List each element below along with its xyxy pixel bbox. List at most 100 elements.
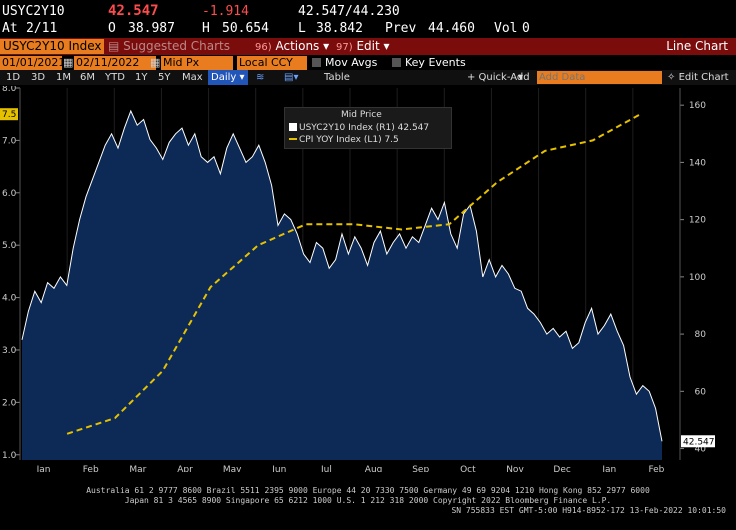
- left-tick-label: 5.0: [2, 241, 17, 251]
- edit-number: 97): [336, 42, 353, 53]
- edit-label: Edit: [356, 39, 380, 53]
- table-button[interactable]: Table: [324, 72, 350, 83]
- ticker-symbol: USYC2Y10: [2, 4, 65, 19]
- mov-avgs-checkbox[interactable]: Mov Avgs: [312, 56, 377, 70]
- right-tick-label: 80: [695, 330, 707, 340]
- price-chart[interactable]: Jan Feb Mar Apr May Jun Jul Aug Sep Oct Nov Dec Jan F…: [0, 84, 736, 487]
- cpi-last-marker: [0, 108, 18, 121]
- legend-header: Mid Price: [341, 110, 382, 120]
- actions-label: Actions: [275, 39, 320, 53]
- x-tick-label: Apr: [177, 465, 193, 472]
- chevron-down-icon: ▾: [323, 39, 330, 53]
- x-tick-label: Oct: [460, 465, 476, 472]
- price-field-select[interactable]: Mid Px: [161, 56, 233, 70]
- right-tick-label: 120: [689, 216, 706, 226]
- edit-chart-button[interactable]: ✧ Edit Chart: [667, 70, 729, 85]
- function-toolbar: USYC2Y10 Index ▤ Suggested Charts 96) Ac…: [0, 38, 736, 55]
- x-tick-label: May: [223, 465, 242, 472]
- right-tick-label: 60: [695, 387, 707, 397]
- key-events-label: Key Events: [405, 56, 466, 69]
- left-tick-label: 8.0: [2, 86, 17, 94]
- legend-series-1: USYC2Y10 Index (R1) 42.547: [289, 123, 429, 133]
- calendar-icon[interactable]: ▦: [63, 56, 74, 69]
- x-tick-label: Aug: [365, 465, 383, 472]
- suggested-charts-icon: ▤: [108, 39, 124, 53]
- chart-legend: Mid Price USYC2Y10 Index (R1) 42.547 CPI…: [284, 107, 452, 149]
- actions-button[interactable]: 96) Actions ▾: [255, 38, 329, 55]
- at-label: At: [2, 21, 18, 36]
- last-value-label: 42.547: [683, 437, 715, 447]
- edit-button[interactable]: 97) Edit ▾: [336, 38, 390, 55]
- gear-icon: ✧: [667, 72, 676, 83]
- checkbox-icon: [392, 58, 401, 67]
- period-1d[interactable]: 1D: [6, 72, 21, 83]
- footer-line-2: Japan 81 3 4565 8900 Singapore 65 6212 1…: [124, 496, 612, 505]
- frequency-select[interactable]: Daily ▾: [208, 70, 248, 85]
- period-max[interactable]: Max: [182, 72, 203, 83]
- x-tick-label: Feb: [648, 465, 664, 472]
- x-tick-label: Mar: [129, 465, 146, 472]
- chart-canvas: Jan Feb Mar Apr May Jun Jul Aug Sep Oct Nov Dec Jan F…: [0, 84, 715, 487]
- end-date-field[interactable]: 02/11/2022: [74, 56, 156, 70]
- period-5y[interactable]: 5Y: [158, 72, 171, 83]
- x-tick-label: Jun: [271, 465, 286, 472]
- x-tick-label: Jul: [320, 465, 332, 472]
- quote-date: 2/11: [26, 21, 58, 36]
- series-dash-icon: [289, 138, 297, 140]
- x-tick-label: Feb: [83, 465, 99, 472]
- quote-header: USYC2Y10 42.547 -1.914 42.547/44.230 At …: [0, 0, 736, 38]
- left-tick-label: 4.0: [2, 294, 17, 304]
- period-3d[interactable]: 3D: [31, 72, 46, 83]
- key-events-checkbox[interactable]: Key Events: [392, 56, 466, 70]
- vol-label: Vol: [494, 21, 518, 36]
- add-data-input[interactable]: [537, 71, 662, 84]
- calendar-icon[interactable]: ▦: [150, 56, 161, 69]
- period-ytd[interactable]: YTD: [105, 72, 125, 83]
- high-value: 50.654: [222, 21, 269, 36]
- currency-select[interactable]: Local CCY: [237, 56, 307, 70]
- open-label: O: [108, 21, 116, 36]
- right-tick-label: 40: [695, 445, 707, 455]
- footer: Australia 61 2 9777 8600 Brazil 5511 239…: [0, 486, 736, 530]
- period-bar: 1D 3D 1M 6M YTD 1Y 5Y Max Daily ▾ ≋ ▤▾ T…: [0, 70, 736, 85]
- suggested-charts-button[interactable]: ▤ Suggested Charts: [108, 38, 230, 55]
- x-tick-label: Nov: [506, 465, 524, 472]
- prev-label: Prev: [385, 21, 417, 36]
- left-tick-label: 1.0: [2, 451, 17, 461]
- price-change: -1.914: [202, 4, 249, 19]
- high-label: H: [202, 21, 210, 36]
- low-label: L: [298, 21, 306, 36]
- legend-series-2-label: CPI YOY Index (L1) 7.5: [299, 135, 399, 145]
- footer-line-1: Australia 61 2 9777 8600 Brazil 5511 239…: [86, 486, 650, 495]
- right-tick-label: 160: [689, 101, 706, 111]
- bid-ask: 42.547/44.230: [298, 4, 400, 19]
- prev-value: 44.460: [428, 21, 475, 36]
- suggested-charts-label: Suggested Charts: [123, 39, 230, 53]
- cpi-yoy-line: [66, 113, 641, 435]
- chart-type-icon[interactable]: ▤▾: [284, 72, 299, 83]
- chevron-down-icon[interactable]: ▾: [518, 72, 524, 83]
- period-1m[interactable]: 1M: [56, 72, 71, 83]
- quick-add-button[interactable]: + Quick-Add: [467, 72, 530, 83]
- series-swatch-icon: [289, 123, 297, 131]
- footer-line-3: SN 755833 EST GMT-5:00 H914-8952-172 13-…: [451, 506, 726, 515]
- period-1y[interactable]: 1Y: [135, 72, 148, 83]
- security-field[interactable]: USYC2Y10 Index: [0, 39, 104, 54]
- legend-series-1-label: USYC2Y10 Index (R1) 42.547: [299, 123, 430, 133]
- usyc2y10-area: [22, 110, 662, 461]
- vol-value: 0: [522, 21, 530, 36]
- x-tick-label: Jan: [601, 465, 616, 472]
- cpi-last-label: 7.5: [2, 110, 16, 120]
- actions-number: 96): [255, 42, 272, 53]
- period-6m[interactable]: 6M: [80, 72, 95, 83]
- mov-avgs-label: Mov Avgs: [325, 56, 378, 69]
- chart-controls: 01/01/2021 ▦ 02/11/2022 ▦ Mid Px Local C…: [0, 56, 736, 70]
- checkbox-icon: [312, 58, 321, 67]
- left-tick-label: 6.0: [2, 189, 17, 199]
- last-value-marker: [681, 435, 715, 448]
- left-tick-label: 3.0: [2, 346, 17, 356]
- open-value: 38.987: [128, 21, 175, 36]
- line-chart-icon[interactable]: ≋: [256, 72, 265, 83]
- start-date-field[interactable]: 01/01/2021: [0, 56, 66, 70]
- chevron-down-icon: ▾: [383, 39, 390, 53]
